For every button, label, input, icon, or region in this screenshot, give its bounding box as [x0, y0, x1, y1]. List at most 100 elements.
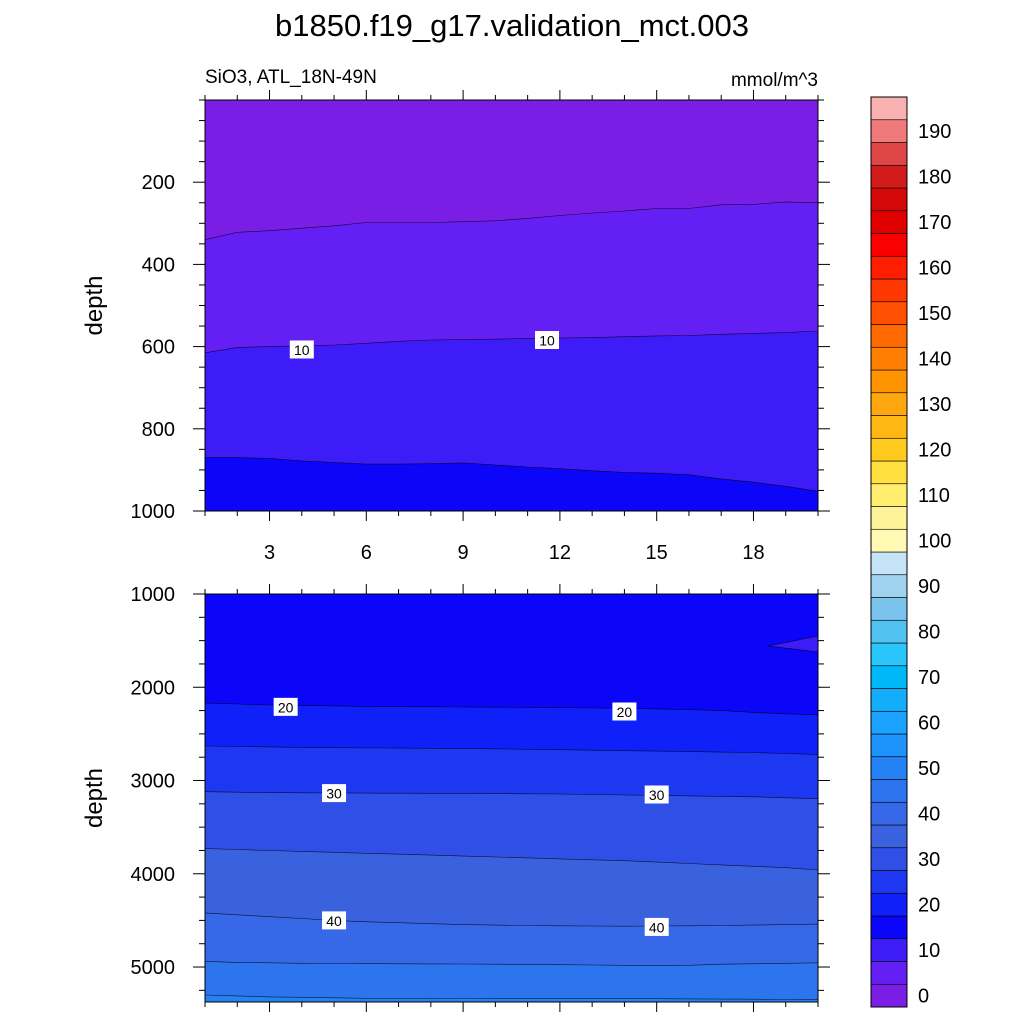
contour-label-box: [322, 911, 347, 930]
y-tick-label: 1000: [131, 584, 176, 606]
colorbar-swatch: [870, 415, 908, 439]
colorbar-tick-label: 170: [918, 212, 951, 234]
x-tick-label: 15: [646, 542, 668, 564]
colorbar-swatch: [870, 278, 908, 303]
contour-label: 30: [322, 784, 347, 803]
x-tick-label: 18: [742, 542, 764, 564]
contour-label: 40: [322, 911, 347, 930]
contour-label-text: 10: [294, 342, 310, 358]
colorbar: 0 10 20 30 40 50 60 70 80 90 100 110 120 130 140 150 160…: [870, 96, 951, 1008]
colorbar-tick-label: 180: [918, 167, 951, 189]
plot-frame: [204, 593, 819, 1003]
contour-pocket: [767, 635, 818, 653]
x-tick-label: 9: [458, 542, 469, 564]
colorbar-swatch: [870, 870, 908, 894]
colorbar-swatch: [870, 483, 908, 507]
colorbar-tick-label: 140: [918, 349, 951, 371]
colorbar-swatch: [870, 847, 908, 871]
colorbar-swatch: [870, 801, 908, 826]
contour-line-5: [205, 201, 818, 240]
y-tick-label: 2000: [131, 677, 176, 699]
contour-label: 40: [644, 917, 669, 936]
contour-label-box: [644, 785, 669, 804]
colorbar-swatch: [870, 392, 908, 416]
y-tick-label: 1000: [131, 501, 176, 523]
contour-fills: [205, 100, 818, 511]
colorbar-tick-label: 80: [918, 622, 940, 644]
lower-contour-panel: 20 20 30 30 40 40 1000 2000 3000 4000 5000 depth: [81, 584, 830, 1012]
contour-fills: [205, 594, 818, 1002]
colorbar-swatch: [870, 324, 908, 348]
contour-label: 20: [612, 702, 637, 721]
y-tick-label: 600: [142, 337, 175, 359]
colorbar-swatch: [870, 756, 908, 780]
colorbar-tick-label: 10: [918, 940, 940, 962]
colorbar-swatch: [870, 96, 908, 121]
x-tick-label: 3: [264, 542, 275, 564]
colorbar-swatch: [870, 892, 908, 917]
colorbar-frame: [870, 96, 908, 1008]
contour-band-15: [205, 457, 818, 511]
colorbar-tick-label: 20: [918, 895, 940, 917]
colorbar-swatch: [870, 733, 908, 758]
y-tick-label: 200: [142, 172, 175, 194]
colorbar-tick-label: 150: [918, 303, 951, 325]
contour-label-text: 40: [326, 913, 342, 929]
contour-label: 20: [273, 697, 298, 716]
contour-line-25: [205, 745, 818, 755]
colorbar-tick-label: 190: [918, 121, 951, 143]
y-axis-label: depth: [81, 275, 108, 335]
contour-line-30: [205, 791, 818, 799]
colorbar-swatch: [870, 346, 908, 371]
colorbar-swatch: [870, 210, 908, 234]
panel-subtitle-units: mmol/m^3: [731, 70, 818, 91]
contour-label-box: [612, 702, 637, 721]
colorbar-swatch: [870, 528, 908, 553]
y-tick-label: 800: [142, 419, 175, 441]
colorbar-swatch: [870, 938, 908, 962]
contour-label-text: 20: [278, 699, 294, 715]
x-tick-label: 12: [549, 542, 571, 564]
contour-label-text: 10: [539, 333, 555, 349]
contour-label-text: 20: [617, 704, 633, 720]
colorbar-tick-label: 90: [918, 576, 940, 598]
colorbar-swatch: [870, 551, 908, 576]
colorbar-swatch: [870, 164, 908, 189]
contour-line-50: [205, 994, 818, 1001]
contour-line-15: [205, 457, 818, 492]
x-tick-label: 6: [361, 542, 372, 564]
colorbar-swatch: [870, 187, 908, 212]
colorbar-tick-label: 70: [918, 667, 940, 689]
contour-label-text: 30: [326, 786, 342, 802]
colorbar-swatch: [870, 574, 908, 598]
upper-contour-panel: 10 10 3 6 9 12 15 18 200 400 600 800 1000 depth: [81, 90, 830, 564]
colorbar-swatch: [870, 506, 908, 530]
colorbar-swatch: [870, 460, 908, 485]
y-tick-label: 3000: [131, 771, 176, 793]
colorbar-tick-label: 40: [918, 804, 940, 826]
panel-subtitle-left: SiO3, ATL_18N-49N: [205, 67, 377, 88]
colorbar-swatch: [870, 665, 908, 689]
colorbar-swatch: [870, 255, 908, 280]
contour-line-35: [205, 848, 818, 871]
colorbar-tick-label: 130: [918, 394, 951, 416]
contour-label-box: [289, 340, 314, 359]
colorbar-tick-label: 30: [918, 849, 940, 871]
colorbar-swatch: [870, 619, 908, 644]
colorbar-swatch: [870, 688, 908, 712]
colorbar-swatch: [870, 779, 908, 803]
chart-title: b1850.f19_g17.validation_mct.003: [275, 8, 749, 43]
contour-label-box: [534, 331, 559, 350]
y-axis-label: depth: [81, 768, 108, 828]
contour-label-box: [273, 697, 298, 716]
contour-label: 10: [289, 340, 314, 359]
colorbar-swatch: [870, 369, 908, 394]
colorbar-tick-label: 100: [918, 531, 951, 553]
colorbar-swatch: [870, 642, 908, 667]
y-tick-label: 5000: [131, 957, 176, 979]
colorbar-swatch: [870, 233, 908, 257]
colorbar-tick-label: 50: [918, 758, 940, 780]
contour-band-45: [205, 961, 818, 1002]
colorbar-swatch: [870, 961, 908, 985]
